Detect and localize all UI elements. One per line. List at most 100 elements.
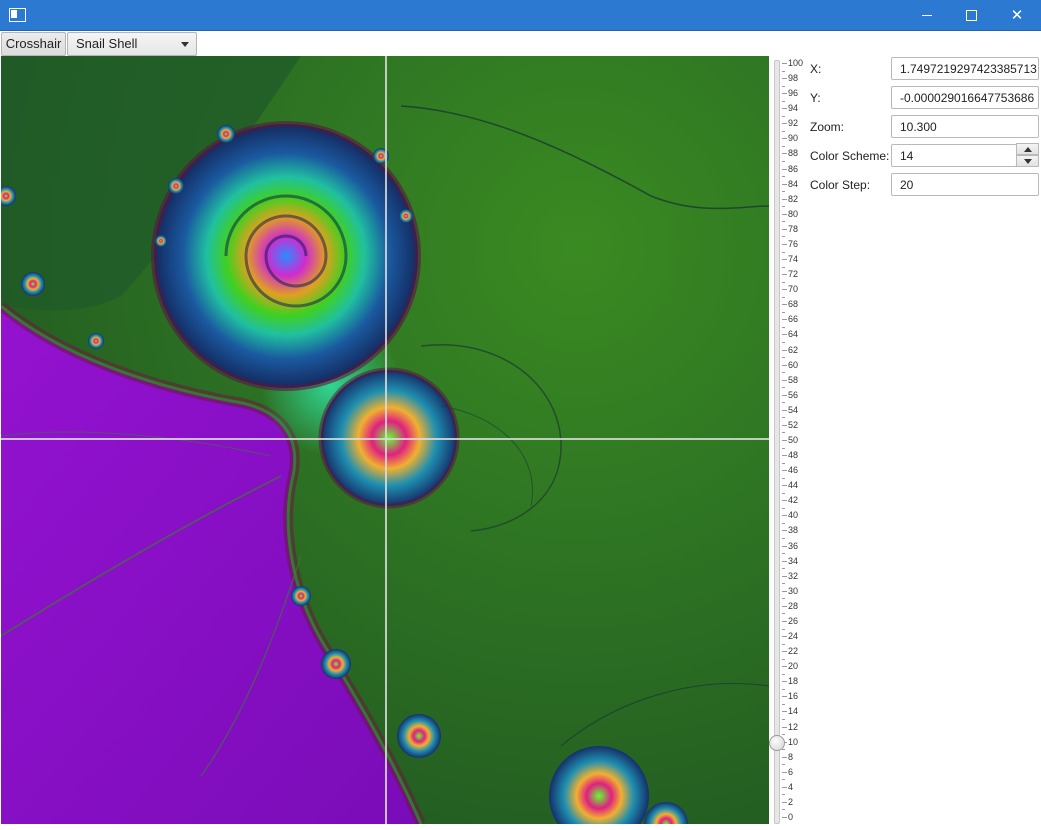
slider-tick-label: 4 (788, 781, 794, 792)
slider-tick-label: 2 (788, 796, 794, 807)
x-field[interactable]: 1.7497219297423385713 (891, 57, 1039, 80)
maximize-icon (965, 9, 977, 21)
slider-tick (782, 176, 785, 178)
slider-tick (782, 115, 785, 117)
slider-tick-label: 18 (788, 676, 799, 687)
slider-tick (782, 364, 787, 366)
crosshair-vertical-line (385, 56, 387, 824)
slider-tick-label: 50 (788, 435, 799, 445)
slider-tick-label: 26 (788, 615, 799, 626)
slider-tick (782, 93, 787, 95)
slider-tick-label: 0 (788, 812, 794, 822)
slider-tick (782, 658, 785, 660)
arrow-up-icon[interactable] (1016, 143, 1039, 155)
slider-tick-label: 88 (788, 148, 799, 159)
crosshair-horizontal-line (1, 438, 769, 440)
slider-tick (782, 85, 785, 87)
fractal-canvas[interactable] (1, 56, 769, 824)
slider-tick (782, 507, 785, 509)
slider-tick (782, 801, 787, 803)
slider-tick (782, 568, 785, 570)
slider-tick-label: 76 (788, 238, 799, 249)
slider-tick (782, 492, 785, 494)
slider-tick (782, 349, 787, 351)
slider-tick-label: 80 (788, 208, 799, 219)
slider-tick (782, 583, 785, 585)
x-label: X: (810, 62, 822, 76)
slider-tick (782, 628, 785, 630)
slider-tick-label: 30 (788, 585, 799, 596)
slider-tick (782, 688, 785, 690)
slider-tick (782, 575, 787, 577)
color-scheme-field[interactable]: 14 (891, 144, 1017, 167)
slider-tick-label: 52 (788, 419, 799, 430)
preset-select[interactable]: Snail Shell (67, 32, 197, 56)
slider-tick-label: 36 (788, 540, 799, 551)
slider-tick (782, 718, 785, 720)
slider-tick (782, 236, 785, 238)
slider-tick-label: 70 (788, 284, 799, 295)
slider-tick (782, 168, 787, 170)
slider-thumb[interactable] (769, 734, 785, 751)
slider-tick (782, 402, 785, 404)
arrow-down-icon[interactable] (1016, 155, 1039, 167)
slider-tick-label: 90 (788, 133, 799, 144)
slider-tick (782, 145, 785, 147)
slider-tick (782, 734, 785, 736)
slider-tick (782, 462, 785, 464)
slider-tick-label: 40 (788, 510, 799, 521)
slider-tick (782, 681, 787, 683)
maximize-button[interactable] (948, 0, 994, 30)
slider-tick (782, 387, 785, 389)
color-step-field[interactable]: 20 (891, 173, 1039, 196)
slider-tick (782, 636, 787, 638)
slider-tick (782, 666, 787, 668)
slider-tick (782, 417, 785, 419)
slider-tick-label: 44 (788, 480, 799, 491)
slider-tick-label: 24 (788, 631, 799, 642)
zoom-slider[interactable]: 100 98 96 94 92 90 88 86 84 82 80 78 76 74 72 70 68 66 64 6… (769, 56, 806, 826)
slider-tick (782, 334, 787, 336)
slider-tick-label: 68 (788, 299, 799, 310)
slider-tick-label: 6 (788, 766, 794, 777)
slider-tick (782, 289, 787, 291)
slider-tick (782, 786, 787, 788)
slider-tick (782, 372, 785, 374)
slider-tick-label: 96 (788, 88, 799, 99)
y-field[interactable]: -0.000029016647753686 (891, 86, 1039, 109)
color-scheme-spinner[interactable] (1016, 143, 1039, 168)
close-button[interactable]: ✕ (994, 0, 1040, 30)
slider-tick (782, 771, 787, 773)
slider-tick (782, 590, 787, 592)
slider-tick (782, 311, 785, 313)
slider-tick-label: 98 (788, 73, 799, 84)
slider-tick (782, 357, 785, 359)
slider-tick-label: 48 (788, 450, 799, 461)
slider-tick (782, 764, 785, 766)
slider-tick (782, 259, 787, 261)
slider-tick (782, 794, 785, 796)
zoom-field[interactable]: 10.300 (891, 115, 1039, 138)
slider-tick (782, 485, 787, 487)
slider-tick (782, 432, 785, 434)
slider-tick-label: 72 (788, 269, 799, 280)
minimize-button[interactable] (904, 0, 950, 30)
slider-tick-label: 20 (788, 661, 799, 672)
slider-tick-label: 12 (788, 721, 799, 732)
slider-tick (782, 651, 787, 653)
slider-tick (782, 522, 785, 524)
y-label: Y: (810, 91, 821, 105)
slider-tick (782, 779, 785, 781)
slider-track[interactable] (774, 60, 780, 824)
slider-tick (782, 620, 787, 622)
slider-tick (782, 440, 787, 441)
slider-tick (782, 326, 785, 328)
slider-tick (782, 477, 785, 479)
slider-tick (782, 424, 787, 426)
slider-tick (782, 130, 785, 132)
window-icon (9, 8, 26, 22)
slider-tick (782, 243, 787, 245)
crosshair-toggle-button[interactable]: Crosshair (1, 32, 66, 56)
slider-tick-label: 16 (788, 691, 799, 702)
slider-tick (782, 703, 785, 705)
